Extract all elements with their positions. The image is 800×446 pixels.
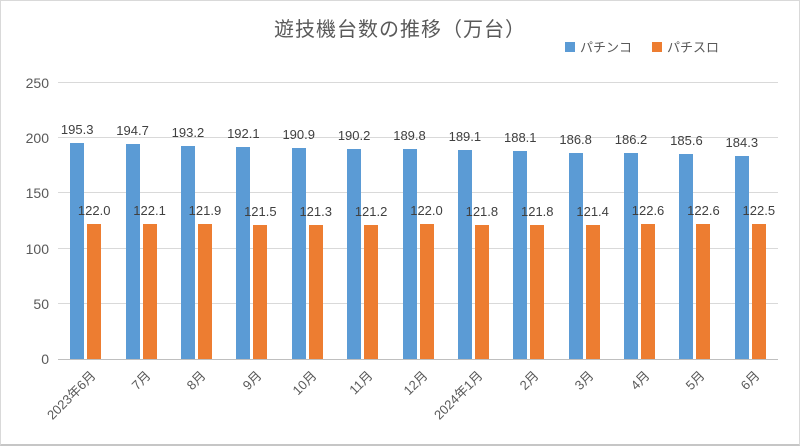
plot-area: 195.3 122.0 194.7 122.1 193.2 121.9 192.1 121.5… [58, 82, 778, 360]
data-label-pachislot: 122.1 [133, 203, 166, 219]
data-label-pachislot: 121.5 [244, 203, 277, 219]
bar-pachislot [197, 224, 212, 359]
bar-pachinko [734, 155, 749, 359]
bar-pachislot [696, 223, 711, 359]
y-tick-label: 100 [25, 240, 49, 257]
bar-pachinko [70, 143, 85, 359]
data-label-pachislot: 122.0 [77, 203, 111, 219]
bar-pachislot [641, 223, 656, 359]
data-label-pachinko: 192.1 [227, 125, 260, 141]
data-label-pachinko: 189.1 [448, 129, 482, 145]
bar-pachinko [236, 146, 251, 359]
data-label-pachinko: 193.2 [171, 124, 205, 140]
data-label-pachislot: 121.8 [520, 203, 554, 219]
data-label-pachislot: 121.3 [299, 204, 332, 220]
data-label-pachinko: 195.3 [60, 122, 94, 138]
data-label-pachislot: 121.4 [576, 203, 609, 219]
bar-pachislot [308, 225, 323, 359]
bar-pachinko [125, 144, 140, 359]
data-label-pachinko: 188.1 [503, 130, 537, 146]
gridline [58, 192, 778, 194]
data-label-pachislot: 121.8 [465, 203, 499, 219]
bar-pachinko [624, 153, 639, 359]
y-axis-labels: 0 50 100 150 200 250 [1, 1, 49, 444]
gridline [58, 137, 778, 139]
chart-title: 遊技機台数の推移（万台） [274, 19, 526, 41]
bar-pachislot [364, 225, 379, 359]
y-tick-label: 50 [33, 295, 49, 312]
data-label-pachinko: 189.8 [393, 128, 426, 144]
legend-label: パチスロ [666, 40, 719, 55]
legend-item: パチンコ [564, 37, 632, 56]
data-label-pachinko: 186.2 [614, 132, 648, 148]
x-tick-label: 6月 [737, 368, 763, 393]
legend-item: パチスロ [651, 37, 719, 56]
bar-pachislot [419, 224, 434, 359]
y-tick-label: 150 [25, 185, 49, 202]
bar-pachislot [530, 224, 545, 359]
y-tick-label: 200 [25, 130, 49, 147]
data-label-pachislot: 122.6 [687, 202, 720, 218]
bar-pachinko [291, 148, 306, 359]
bar-pachinko [568, 152, 583, 359]
legend-label: パチンコ [579, 40, 632, 55]
data-label-pachinko: 186.8 [559, 131, 592, 147]
data-label-pachinko: 184.3 [725, 134, 759, 150]
bar-pachislot [142, 224, 157, 359]
legend-swatch-icon [564, 41, 575, 52]
legend-swatch-icon [651, 41, 662, 52]
x-axis-line [58, 359, 778, 360]
bar-pachislot [585, 224, 600, 359]
y-tick-label: 0 [41, 351, 49, 367]
data-label-pachislot: 122.5 [742, 202, 776, 218]
bar-pachinko [679, 154, 694, 359]
data-label-pachinko: 194.7 [116, 123, 149, 139]
bar-pachislot [253, 224, 268, 359]
bar-pachinko [347, 149, 362, 359]
gridline [58, 82, 778, 83]
bar-pachinko [513, 151, 528, 359]
bar-pachislot [751, 223, 766, 359]
data-label-pachislot: 122.0 [410, 203, 443, 219]
data-label-pachislot: 121.2 [354, 204, 388, 220]
data-label-pachislot: 122.6 [631, 202, 665, 218]
bar-pachislot [474, 224, 489, 359]
data-label-pachinko: 190.9 [282, 127, 315, 143]
bar-pachinko [180, 145, 195, 359]
gridline [58, 247, 778, 249]
y-tick-label: 250 [25, 75, 49, 91]
bar-pachislot [87, 224, 102, 359]
bar-pachinko [402, 149, 417, 359]
data-label-pachinko: 190.2 [337, 128, 371, 144]
legend: パチンコ パチスロ [564, 37, 719, 56]
data-label-pachinko: 185.6 [670, 133, 703, 149]
gridline [58, 302, 778, 304]
bar-pachinko [457, 150, 472, 359]
data-label-pachislot: 121.9 [188, 203, 222, 219]
